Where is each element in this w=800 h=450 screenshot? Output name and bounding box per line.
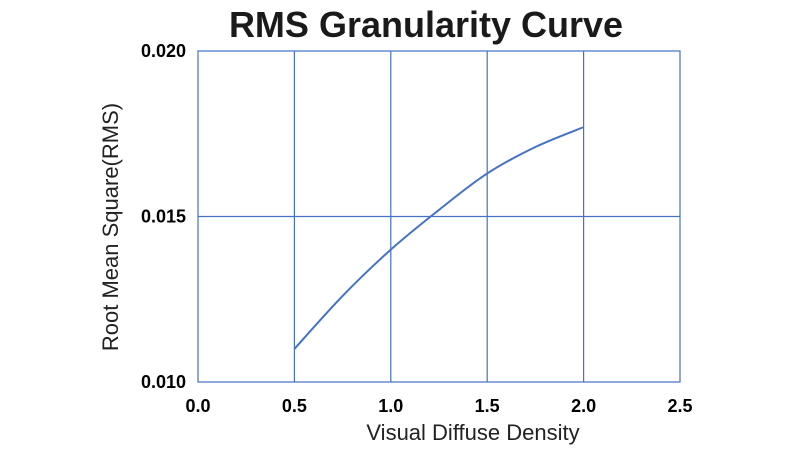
y-tick-label: 0.015 xyxy=(141,207,186,227)
x-tick-label: 1.5 xyxy=(475,396,500,416)
x-tick-label: 0.5 xyxy=(282,396,307,416)
plot-area xyxy=(197,50,681,383)
y-tick-label: 0.020 xyxy=(141,41,186,61)
series-line xyxy=(293,126,584,350)
x-tick-label: 2.5 xyxy=(667,396,692,416)
x-axis-title: Visual Diffuse Density xyxy=(366,420,579,445)
y-axis-title: Root Mean Square(RMS) xyxy=(98,103,123,351)
x-axis-ticks: 0.0 0.5 1.0 1.5 2.0 2.5 xyxy=(185,396,692,416)
x-tick-label: 0.0 xyxy=(185,396,210,416)
series-layer xyxy=(293,126,584,350)
grid xyxy=(198,51,680,382)
x-tick-label: 1.0 xyxy=(378,396,403,416)
chart-title: RMS Granularity Curve xyxy=(229,4,623,45)
x-tick-label: 2.0 xyxy=(571,396,596,416)
y-tick-label: 0.010 xyxy=(141,372,186,392)
y-axis-ticks: 0.010 0.015 0.020 xyxy=(141,41,186,392)
